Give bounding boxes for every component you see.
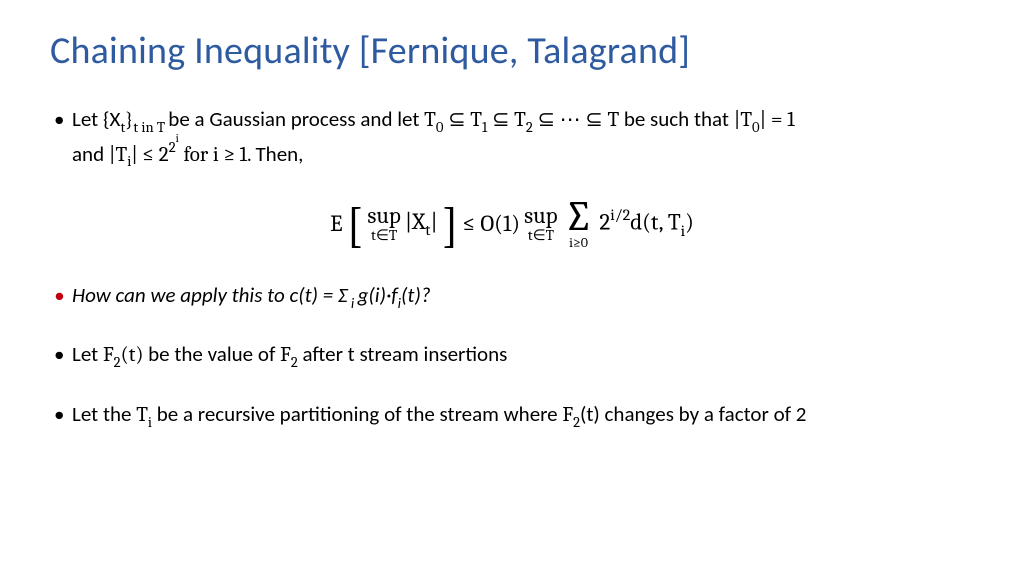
bullet-4: Let the Ti be a recursive partitioning o… (50, 399, 974, 433)
sigma-icon: ∑ (564, 198, 594, 236)
text: ⊆ ⋯ ⊆ T (533, 108, 624, 132)
g: g (358, 282, 369, 308)
text: T (136, 403, 148, 427)
text: d(t, T (630, 208, 680, 235)
sub: i (681, 223, 685, 241)
sub: 2 (114, 354, 121, 371)
sup: 2 (169, 139, 176, 156)
text: be the value of (148, 341, 280, 367)
sub: 0 (752, 119, 760, 136)
text: ) (685, 208, 694, 235)
text: Let the (72, 401, 136, 427)
sub: i (348, 294, 358, 312)
text: | ≤ 2 (131, 143, 168, 167)
sub: 2 (573, 414, 580, 431)
sub: t (425, 222, 430, 240)
term: 2i/2d(t, Ti) (599, 209, 694, 239)
sup-label: sup (524, 204, 558, 228)
text: Let (72, 341, 103, 367)
sup: i (176, 132, 179, 145)
bullet-list-2: How can we apply this to c(t) = Σ i g(i)… (50, 280, 974, 433)
bullet-question: How can we apply this to c(t) = Σ i g(i)… (50, 280, 974, 314)
text: |T (109, 143, 127, 167)
bullet-1: Let {Xt}t in T be a Gaussian process and… (50, 104, 974, 172)
text: after t stream insertions (298, 341, 508, 367)
display-equation: E [ sup t∈T |Xt| ] ≤ O(1) sup t∈T ∑ i≥0 … (50, 198, 974, 250)
sum-limit: i≥0 (569, 236, 588, 250)
text: be a Gaussian process and let (168, 106, 424, 132)
sup-stack-2: sup t∈T (524, 204, 558, 244)
sum-stack: ∑ i≥0 (564, 198, 594, 250)
text: F (103, 343, 114, 367)
text: be such that (624, 106, 734, 132)
sub: t (120, 119, 125, 136)
sup-limit: t∈T (371, 228, 397, 244)
text: ⊆ T (443, 108, 482, 132)
text: (i)·f (368, 282, 397, 308)
sub: t in T (133, 119, 168, 136)
text: for i ≥ 1. (179, 143, 256, 167)
text: (t) (121, 343, 149, 367)
sub: i (398, 294, 401, 312)
sup-limit: t∈T (528, 228, 554, 244)
text: be a recursive partitioning of the strea… (152, 401, 562, 427)
text: ⊆ T (487, 108, 526, 132)
sub: 1 (482, 119, 487, 136)
E: E (330, 212, 342, 235)
text: | = 1 (760, 108, 795, 132)
sup-label: sup (367, 204, 401, 228)
sub: 2 (291, 354, 298, 371)
text: (t) changes by a factor of 2 (580, 401, 806, 427)
text: How can we apply this to c(t) = Σ (72, 282, 348, 308)
slide-title: Chaining Inequality [Fernique, Talagrand… (50, 28, 974, 74)
sub: i (148, 414, 152, 431)
text: |T (734, 108, 752, 132)
text: F (562, 403, 573, 427)
text: (t)? (401, 282, 431, 308)
bullet-list: Let {Xt}t in T be a Gaussian process and… (50, 104, 974, 172)
slide-root: Chaining Inequality [Fernique, Talagrand… (0, 0, 1024, 576)
bullet-3: Let F2(t) be the value of F2 after t str… (50, 339, 974, 373)
sub: i (127, 153, 131, 170)
abs-term: |Xt| (405, 210, 438, 239)
text: Let {X (72, 106, 120, 132)
sub: 0 (436, 119, 444, 136)
sub: 2 (526, 119, 533, 136)
text: F (280, 343, 291, 367)
leq-O1: ≤ O(1) (463, 212, 520, 235)
text: |X (405, 208, 425, 235)
sup-stack-1: sup t∈T (367, 204, 401, 244)
text: and (72, 141, 109, 167)
text: | (431, 208, 438, 235)
text: T (424, 108, 436, 132)
text: Then, (255, 141, 303, 167)
sup: i/2 (610, 207, 630, 225)
text: 2 (599, 208, 610, 235)
